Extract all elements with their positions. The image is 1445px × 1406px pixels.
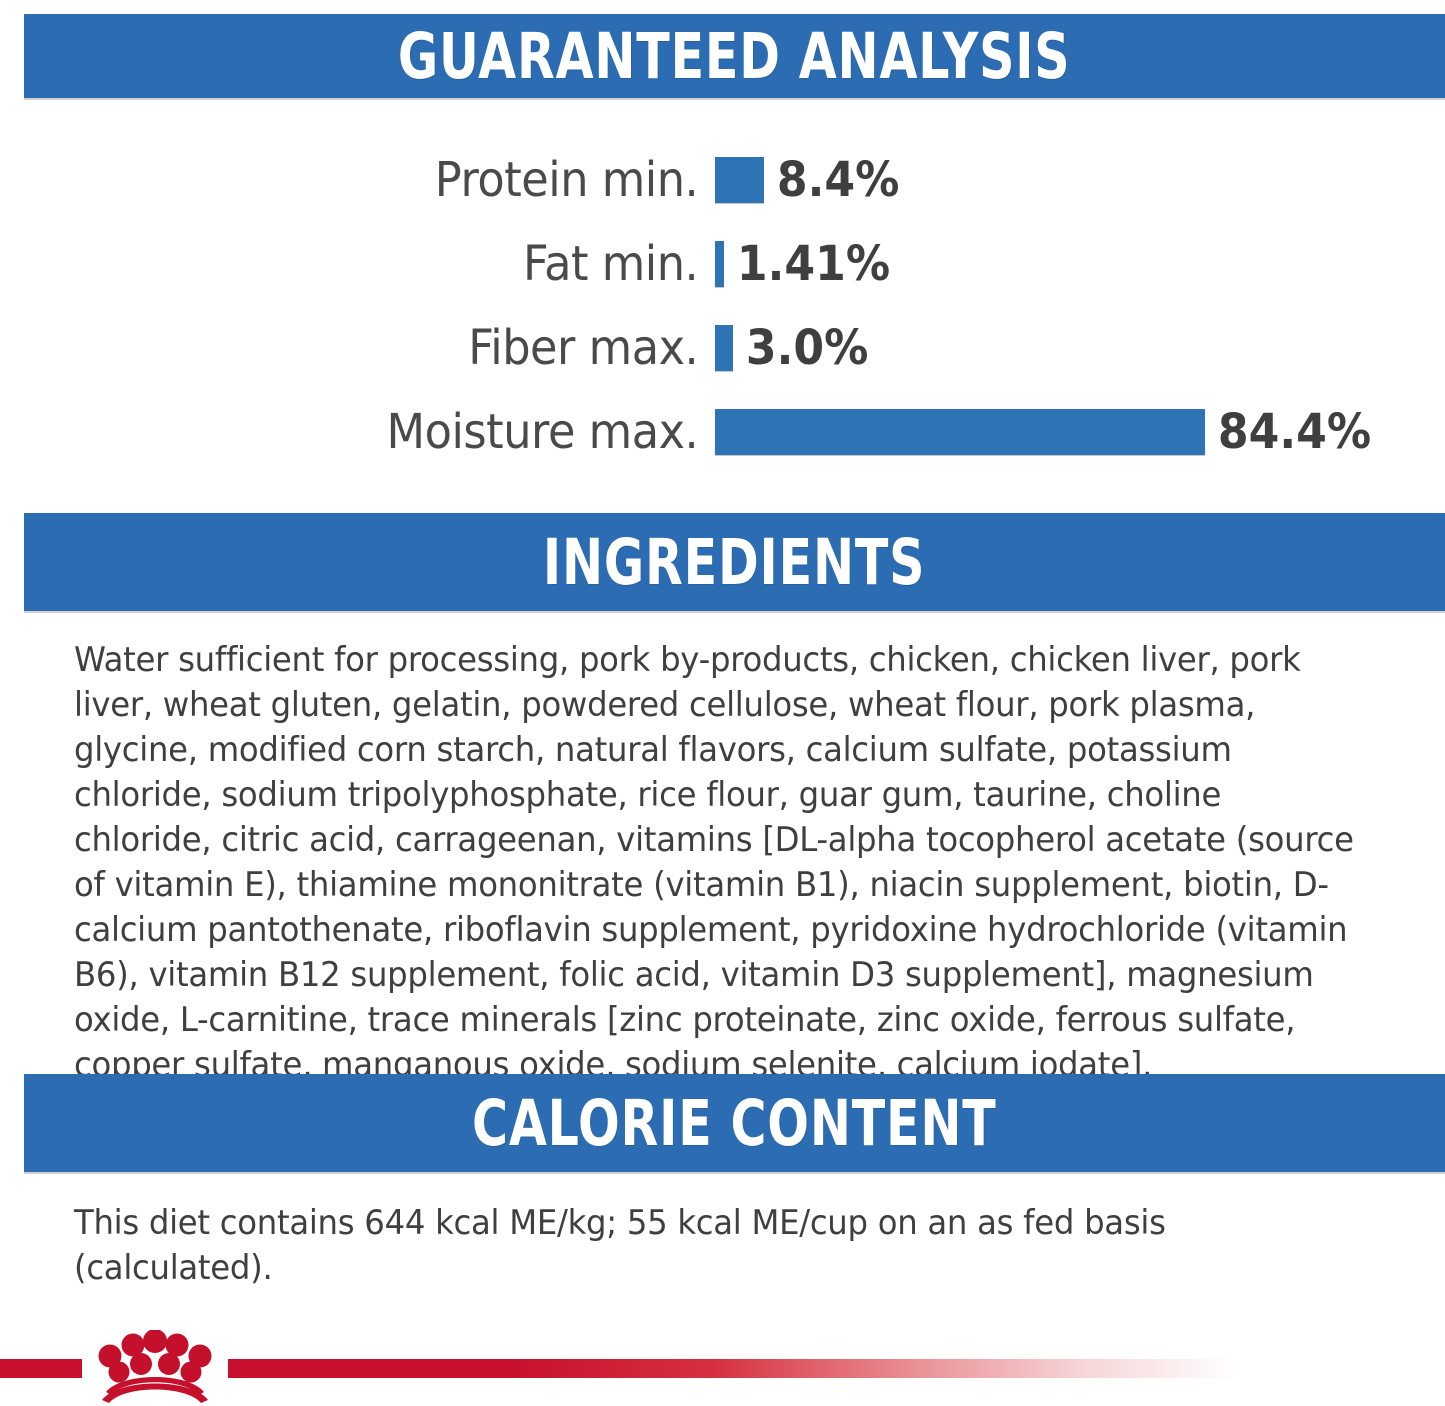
nutrient-bar-fat	[715, 241, 724, 287]
ingredients-title: INGREDIENTS	[543, 525, 926, 599]
calorie-content-title: CALORIE CONTENT	[472, 1086, 997, 1160]
calorie-content-banner: CALORIE CONTENT	[24, 1074, 1445, 1172]
nutrient-value-fat: 1.41%	[736, 236, 891, 292]
nutrient-label-protein: Protein min.	[434, 152, 699, 208]
nutrient-bar-moisture	[715, 409, 1205, 455]
nutrient-bar-fiber	[715, 325, 733, 371]
nutrient-value-moisture: 84.4%	[1217, 404, 1372, 460]
nutrient-row-protein: Protein min. 8.4%	[0, 138, 1445, 222]
nutrient-label-fiber: Fiber max.	[468, 320, 699, 376]
footer-rule-left	[0, 1359, 82, 1378]
nutrient-bar-protein	[715, 157, 764, 203]
nutrient-label-moisture: Moisture max.	[386, 404, 699, 460]
nutrient-value-fiber: 3.0%	[745, 320, 869, 376]
guaranteed-analysis-banner: GUARANTEED ANALYSIS	[24, 14, 1445, 98]
nutrient-row-moisture: Moisture max. 84.4%	[0, 390, 1445, 474]
footer-brand-bar	[0, 1330, 1445, 1406]
footer-rule-right	[228, 1359, 1238, 1378]
nutrient-row-fat: Fat min. 1.41%	[0, 222, 1445, 306]
calorie-content-text: This diet contains 644 kcal ME/kg; 55 kc…	[74, 1203, 1166, 1287]
royal-canin-crown-icon	[88, 1330, 222, 1406]
nutrient-value-protein: 8.4%	[776, 152, 900, 208]
guaranteed-analysis-title: GUARANTEED ANALYSIS	[398, 19, 1071, 93]
ingredients-banner: INGREDIENTS	[24, 513, 1445, 611]
guaranteed-analysis-chart: Protein min. 8.4% Fat min. 1.41% Fiber m…	[0, 138, 1445, 474]
nutrient-label-fat: Fat min.	[522, 236, 699, 292]
ingredients-text: Water sufficient for processing, pork by…	[74, 640, 1354, 1084]
nutrient-row-fiber: Fiber max. 3.0%	[0, 306, 1445, 390]
